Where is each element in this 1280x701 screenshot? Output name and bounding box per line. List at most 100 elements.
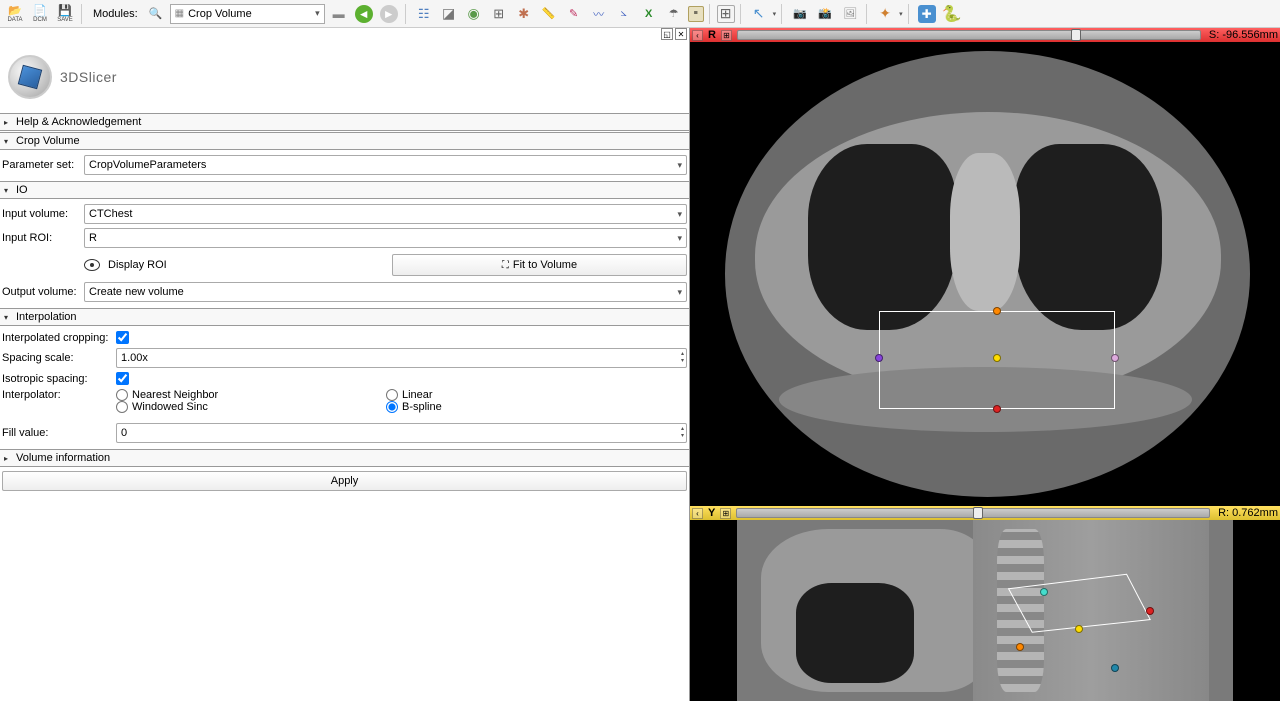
module-panel: ◱ ✕ 3DSlicer ▸ Help & Acknowledgement ▾ … bbox=[0, 28, 690, 701]
dcm-icon[interactable]: 📄DCM bbox=[29, 3, 51, 25]
parameter-set-label: Parameter set: bbox=[2, 159, 80, 171]
yellow-slice-view: ‹ Y ⊞ R: 0.762mm bbox=[690, 506, 1280, 701]
interp-nn-radio[interactable]: Nearest Neighbor bbox=[116, 389, 386, 401]
extension-manager-icon[interactable]: ✚ bbox=[916, 3, 938, 25]
yellow-slice-image[interactable] bbox=[690, 520, 1280, 701]
fit-to-volume-button[interactable]: ⛶ Fit to Volume bbox=[392, 254, 687, 276]
yellow-orientation-label: Y bbox=[708, 507, 715, 519]
python-icon[interactable]: 🐍 bbox=[941, 3, 963, 25]
modules-label: Modules: bbox=[93, 8, 138, 20]
module-back-icon[interactable]: ◄ bbox=[353, 3, 375, 25]
red-orientation-label: R bbox=[708, 29, 716, 41]
roi-handle[interactable] bbox=[1111, 664, 1119, 672]
roi-handle[interactable] bbox=[993, 307, 1001, 315]
interpolator-label: Interpolator: bbox=[2, 389, 112, 401]
iso-spacing-label: Isotropic spacing: bbox=[2, 373, 112, 385]
interp-crop-label: Interpolated cropping: bbox=[2, 332, 112, 344]
yellow-coord-label: R: 0.762mm bbox=[1218, 507, 1278, 519]
excel-icon[interactable]: X bbox=[638, 3, 660, 25]
yellow-roi-box[interactable] bbox=[690, 520, 1280, 701]
editor-icon[interactable]: ✎ bbox=[563, 3, 585, 25]
tree-icon[interactable]: ☷ bbox=[413, 3, 435, 25]
capture-icon[interactable]: 📸 bbox=[814, 3, 836, 25]
layout-icon[interactable]: ⊞ bbox=[717, 5, 735, 23]
chevron-down-icon: ▾ bbox=[4, 137, 12, 146]
roi-handle[interactable] bbox=[993, 405, 1001, 413]
output-volume-label: Output volume: bbox=[2, 286, 80, 298]
yellow-slice-header: ‹ Y ⊞ R: 0.762mm bbox=[690, 506, 1280, 520]
spacing-scale-label: Spacing scale: bbox=[2, 352, 112, 364]
logo-text: 3DSlicer bbox=[60, 69, 117, 85]
fill-value-spinner[interactable]: 0 bbox=[116, 423, 687, 443]
screenshot-icon[interactable]: 📷 bbox=[789, 3, 811, 25]
input-volume-label: Input volume: bbox=[2, 208, 80, 220]
script-icon[interactable]: ≡ bbox=[688, 6, 704, 22]
roi-handle[interactable] bbox=[1075, 625, 1083, 633]
modules-dropdown[interactable]: ▦ Crop Volume bbox=[170, 4, 325, 24]
umbrella-icon[interactable]: ☂ bbox=[663, 3, 685, 25]
roi-handle[interactable] bbox=[993, 354, 1001, 362]
roi-handle[interactable] bbox=[875, 354, 883, 362]
red-link-icon[interactable]: ⊞ bbox=[721, 30, 732, 41]
yellow-pin-icon[interactable]: ‹ bbox=[692, 508, 703, 519]
apply-button[interactable]: Apply bbox=[2, 471, 687, 491]
input-roi-dropdown[interactable]: R bbox=[84, 228, 687, 248]
yellow-slice-slider[interactable] bbox=[736, 508, 1210, 518]
spacing-scale-spinner[interactable]: 1.00x bbox=[116, 348, 687, 368]
module-selected-label: Crop Volume bbox=[188, 8, 252, 20]
red-slice-header: ‹ R ⊞ S: -96.556mm bbox=[690, 28, 1280, 42]
crop-section-header[interactable]: ▾ Crop Volume bbox=[0, 132, 689, 150]
help-section-header[interactable]: ▸ Help & Acknowledgement bbox=[0, 113, 689, 131]
parameter-set-dropdown[interactable]: CropVolumeParameters bbox=[84, 155, 687, 175]
interp-crop-checkbox[interactable] bbox=[116, 331, 129, 344]
interp-wsinc-radio[interactable]: Windowed Sinc bbox=[116, 401, 386, 413]
volume-cube-icon[interactable]: ◪ bbox=[438, 3, 460, 25]
slicer-logo-icon bbox=[8, 55, 52, 99]
interpolation-section-header[interactable]: ▾ Interpolation bbox=[0, 308, 689, 326]
red-slice-image[interactable] bbox=[690, 42, 1280, 506]
angle-icon[interactable]: ⦣ bbox=[613, 3, 635, 25]
io-section-header[interactable]: ▾ IO bbox=[0, 181, 689, 199]
module-forward-icon[interactable]: ► bbox=[378, 3, 400, 25]
input-volume-dropdown[interactable]: CTChest bbox=[84, 204, 687, 224]
roi-handle[interactable] bbox=[1016, 643, 1024, 651]
cursor-icon[interactable]: ↖ bbox=[748, 3, 770, 25]
input-roi-label: Input ROI: bbox=[2, 232, 80, 244]
save-icon[interactable]: 💾SAVE bbox=[54, 3, 76, 25]
display-roi-label: Display ROI bbox=[108, 259, 388, 271]
logo-area: 3DSlicer bbox=[0, 42, 689, 112]
data-icon[interactable]: 📂DATA bbox=[4, 3, 26, 25]
transform-icon[interactable]: ⊞ bbox=[488, 3, 510, 25]
slice-views-panel: ‹ R ⊞ S: -96.556mm bbox=[690, 28, 1280, 701]
red-slice-view: ‹ R ⊞ S: -96.556mm bbox=[690, 28, 1280, 506]
volume-info-section-header[interactable]: ▸ Volume information bbox=[0, 449, 689, 467]
interp-linear-radio[interactable]: Linear bbox=[386, 389, 656, 401]
roi-handle[interactable] bbox=[1111, 354, 1119, 362]
red-slice-slider[interactable] bbox=[737, 30, 1201, 40]
main-toolbar: 📂DATA 📄DCM 💾SAVE Modules: 🔍 ▦ Crop Volum… bbox=[0, 0, 1280, 28]
panel-close-icon[interactable]: ✕ bbox=[675, 28, 687, 40]
roi-handle[interactable] bbox=[1146, 607, 1154, 615]
ruler-icon[interactable]: 📏 bbox=[538, 3, 560, 25]
scene-view-icon[interactable]: 🖼 bbox=[839, 3, 861, 25]
red-coord-label: S: -96.556mm bbox=[1209, 29, 1278, 41]
iso-spacing-checkbox[interactable] bbox=[116, 372, 129, 385]
red-slider-thumb[interactable] bbox=[1071, 29, 1081, 41]
eye-icon[interactable] bbox=[84, 259, 100, 271]
roi-handle[interactable] bbox=[1040, 588, 1048, 596]
yellow-slider-thumb[interactable] bbox=[973, 507, 983, 519]
chevron-right-icon: ▸ bbox=[4, 454, 12, 463]
output-volume-dropdown[interactable]: Create new volume bbox=[84, 282, 687, 302]
history-icon[interactable]: ▬ bbox=[328, 3, 350, 25]
model-icon[interactable]: ◉ bbox=[463, 3, 485, 25]
chevron-right-icon: ▸ bbox=[4, 118, 12, 127]
yellow-link-icon[interactable]: ⊞ bbox=[720, 508, 731, 519]
chevron-down-icon: ▾ bbox=[4, 186, 12, 195]
fiducial-icon[interactable]: ✱ bbox=[513, 3, 535, 25]
crosshair-icon[interactable]: ✦ bbox=[874, 3, 896, 25]
search-module-icon[interactable]: 🔍 bbox=[145, 3, 167, 25]
panel-dock-icon[interactable]: ◱ bbox=[661, 28, 673, 40]
red-pin-icon[interactable]: ‹ bbox=[692, 30, 703, 41]
interp-bspline-radio[interactable]: B-spline bbox=[386, 401, 656, 413]
curve-icon[interactable]: 〰 bbox=[588, 3, 610, 25]
